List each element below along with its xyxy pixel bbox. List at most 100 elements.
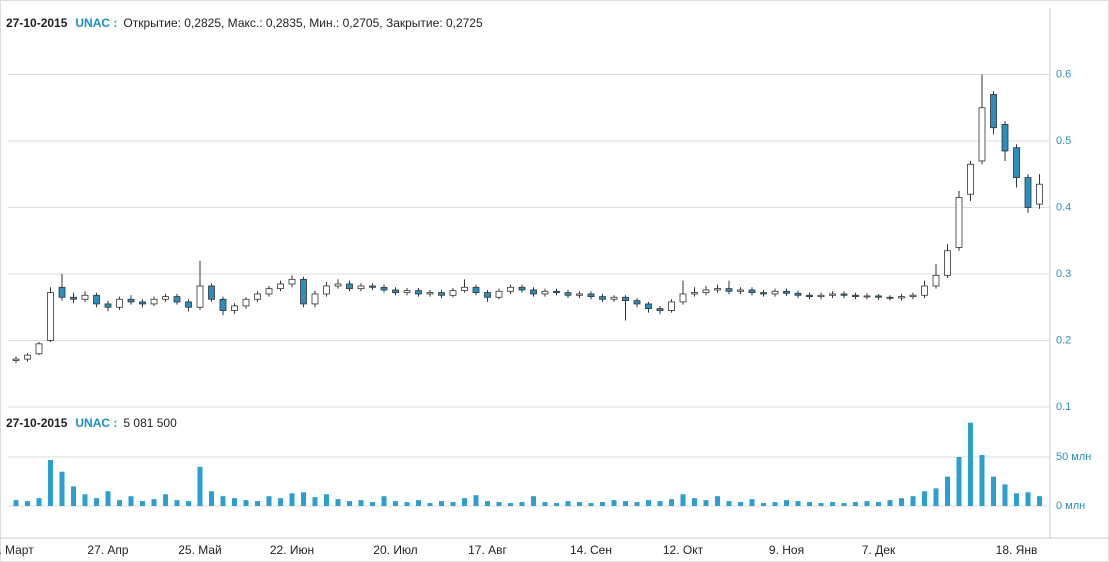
x-tick-label: 18. Янв (996, 543, 1038, 557)
candle-body (277, 283, 284, 290)
y-tick-label: 0.2 (1056, 334, 1071, 346)
volume-bar (278, 498, 283, 506)
volume-bar (669, 499, 674, 506)
candle-body (288, 278, 296, 285)
candle-body (47, 292, 54, 341)
volume-bar (554, 503, 559, 506)
volume-bar (910, 496, 916, 506)
candle-body (346, 283, 353, 290)
candle-body (93, 294, 100, 305)
candle-body (323, 285, 330, 295)
candle-body (714, 288, 721, 291)
volume-bar (117, 500, 122, 506)
candle-body (116, 298, 123, 308)
candle-body (265, 288, 273, 295)
candle-body (415, 290, 422, 295)
volume-bar (496, 502, 502, 506)
volume-bar (25, 501, 30, 506)
candle-body (863, 295, 871, 298)
volume-bar (588, 503, 594, 506)
volume-bar (255, 501, 260, 506)
x-tick-label: 7. Дек (862, 543, 896, 557)
candle-body (737, 289, 744, 292)
candle-body (1013, 147, 1020, 178)
candle-body (909, 294, 917, 298)
candle-body (196, 285, 204, 308)
volume-bar (128, 496, 134, 506)
candle-body (645, 303, 652, 309)
volume-bar (772, 502, 778, 506)
candle-body (300, 278, 307, 305)
candle-body (127, 298, 135, 303)
candle-body (840, 293, 848, 296)
volume-bar (508, 503, 513, 506)
volume-bar (1002, 484, 1008, 506)
volume-bar (818, 503, 824, 506)
candle-body (1036, 183, 1043, 205)
candle-body (219, 298, 227, 311)
candle-body (944, 250, 951, 276)
candle-body (955, 197, 963, 248)
volume-bar (749, 499, 755, 506)
candle-body (668, 301, 675, 311)
candle-body (518, 286, 526, 291)
candle-body (461, 286, 468, 292)
candle-body (58, 286, 66, 298)
candle-body (231, 305, 238, 311)
x-tick-label: . Март (0, 543, 34, 557)
volume-bar (1037, 496, 1042, 506)
volume-bar (312, 497, 318, 506)
volume-bar (600, 502, 605, 506)
candle-body (449, 290, 457, 296)
y-tick-label: 0.5 (1056, 135, 1071, 147)
volume-bar (703, 500, 709, 506)
volume-bar (71, 486, 76, 506)
volume-bar (347, 501, 352, 506)
volume-bar (105, 491, 111, 506)
candle-body (553, 290, 560, 294)
volume-bar (864, 501, 870, 506)
volume-bar (876, 502, 881, 506)
candle-body (369, 285, 376, 288)
volume-bar (1025, 492, 1031, 506)
volume-bar (13, 500, 19, 506)
volume-bar (381, 496, 387, 506)
volume-bar (611, 500, 617, 506)
x-tick-label: 17. Авг (468, 543, 507, 557)
candle-body (576, 293, 583, 296)
candle-body (104, 303, 112, 308)
candle-body (852, 294, 859, 298)
y-tick-label: 50 млн (1056, 451, 1091, 463)
candle-body (24, 354, 31, 360)
candle-body (564, 292, 572, 296)
volume-bar (784, 500, 789, 506)
volume-bar (565, 501, 571, 506)
volume-bar (370, 502, 375, 506)
volume-bar (324, 494, 329, 506)
volume-bar (232, 498, 237, 506)
x-tick-label: 22. Июн (270, 543, 314, 557)
y-tick-label: 0.4 (1056, 201, 1071, 213)
y-tick-label: 0 млн (1056, 500, 1085, 512)
candle-body (173, 296, 181, 303)
candle-body (794, 292, 802, 296)
volume-bar (485, 501, 490, 506)
candle-body (967, 163, 974, 195)
volume-bar (450, 502, 456, 506)
candle-body (541, 290, 549, 295)
volume-bar (887, 500, 893, 506)
volume-bar (140, 501, 145, 506)
volume-bar (393, 501, 398, 506)
volume-bar (462, 498, 467, 506)
candle-body (1024, 177, 1032, 208)
candle-body (426, 292, 434, 295)
header-summary: Открытие: 0,2825, Макс.: 0,2835, Мин.: 0… (123, 16, 483, 30)
volume-bar (657, 501, 663, 506)
volume-bar (715, 496, 720, 506)
volume-bar (243, 500, 249, 506)
volume-bar (439, 501, 444, 506)
volume-bar (795, 501, 801, 506)
candle-body (806, 294, 813, 298)
header-date: 27-10-2015 (6, 416, 68, 430)
